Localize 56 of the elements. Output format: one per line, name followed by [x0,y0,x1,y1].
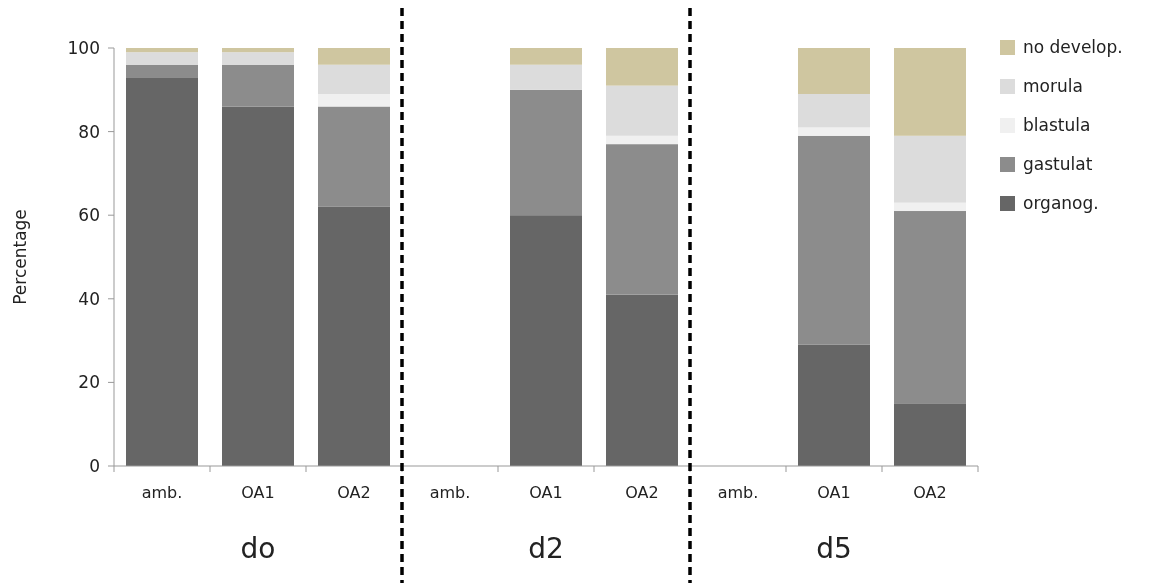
bar [894,202,966,212]
x-tick-label: OA1 [817,483,851,502]
bar [606,135,678,145]
text: d5 [816,532,852,565]
bar [798,48,870,94]
x-tick-label: OA2 [625,483,659,502]
bar [222,64,294,107]
bar [798,127,870,136]
bar [126,64,198,78]
bar [318,106,390,207]
bar [126,77,198,466]
bar [894,403,966,466]
legend-label: organog. [1023,192,1099,213]
y-axis-title: Percentage [10,209,30,305]
x-tick-label: amb. [717,483,759,502]
legend-label: no develop. [1023,36,1123,57]
y-tick-label: 20 [78,372,100,393]
bar [894,211,966,404]
bar [606,85,678,136]
bar [126,52,198,65]
x-tick-label: OA1 [241,483,275,502]
bar [222,106,294,466]
x-tick-label: amb. [141,483,183,502]
x-tick-label: OA2 [337,483,371,502]
bar [126,48,198,53]
bar [894,135,966,203]
x-tick-label: OA2 [913,483,947,502]
y-tick-label: 80 [78,121,100,142]
bar [510,48,582,65]
bar [798,135,870,345]
y-tick-label: 100 [67,37,100,58]
legend-label: blastula [1023,114,1091,135]
legend-label: gastulat [1023,153,1093,174]
bar [222,52,294,65]
y-tick-label: 40 [78,288,100,309]
bar [606,144,678,295]
x-tick-label: OA1 [529,483,563,502]
legend-label: morula [1023,75,1083,96]
y-tick-label: 60 [78,205,100,226]
bar [318,64,390,94]
bar [510,89,582,216]
x-tick-label: amb. [429,483,471,502]
text: d2 [528,532,564,565]
bar [510,64,582,90]
bar [798,93,870,128]
y-tick-label: 0 [89,455,100,476]
bar [318,48,390,65]
bar [606,48,678,86]
bar [894,48,966,136]
bar [606,294,678,466]
text: do [240,532,276,565]
bar [510,215,582,466]
bar [798,344,870,466]
bar [318,93,390,107]
bar [222,48,294,53]
bar [318,206,390,466]
